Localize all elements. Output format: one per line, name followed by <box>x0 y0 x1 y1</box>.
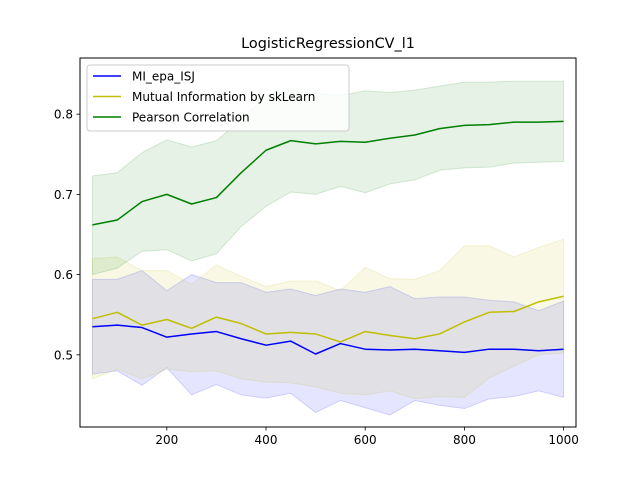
mi-epa-isj-legend-label: MI_epa_ISJ <box>132 70 195 84</box>
legend: MI_epa_ISJ Mutual Information by skLearn P… <box>86 64 350 132</box>
y-tick-label: 0.8 <box>54 108 73 122</box>
mutual-information-by-sklearn-line <box>92 295 564 343</box>
x-tick-label: 800 <box>453 433 476 447</box>
y-tick-label: 0.6 <box>54 268 73 282</box>
x-tick-label: 400 <box>255 433 278 447</box>
pearson-correlation-line <box>92 120 564 226</box>
plot-frame <box>79 57 577 428</box>
mutual-information-by-sklearn-band <box>91 238 565 400</box>
x-axis: 200 400 600 800 1000 <box>155 427 579 447</box>
x-tick-label: 600 <box>354 433 377 447</box>
pearson-correlation-legend-label: Pearson Correlation <box>132 111 250 125</box>
legend-box <box>86 64 350 132</box>
chart-title: LogisticRegressionCV_l1 <box>241 36 415 52</box>
mutual-information-by-sklearn-legend-label: Mutual Information by skLearn <box>132 90 315 104</box>
mi-epa-isj-band <box>91 270 565 416</box>
y-tick-label: 0.5 <box>54 348 73 362</box>
y-axis: 0.5 0.6 0.7 0.8 <box>54 108 80 362</box>
mi-epa-isj-line <box>92 324 564 355</box>
series-lines <box>92 120 564 355</box>
x-tick-label: 200 <box>155 433 178 447</box>
y-tick-label: 0.7 <box>54 188 73 202</box>
x-tick-label: 1000 <box>548 433 579 447</box>
confidence-bands <box>91 80 565 416</box>
